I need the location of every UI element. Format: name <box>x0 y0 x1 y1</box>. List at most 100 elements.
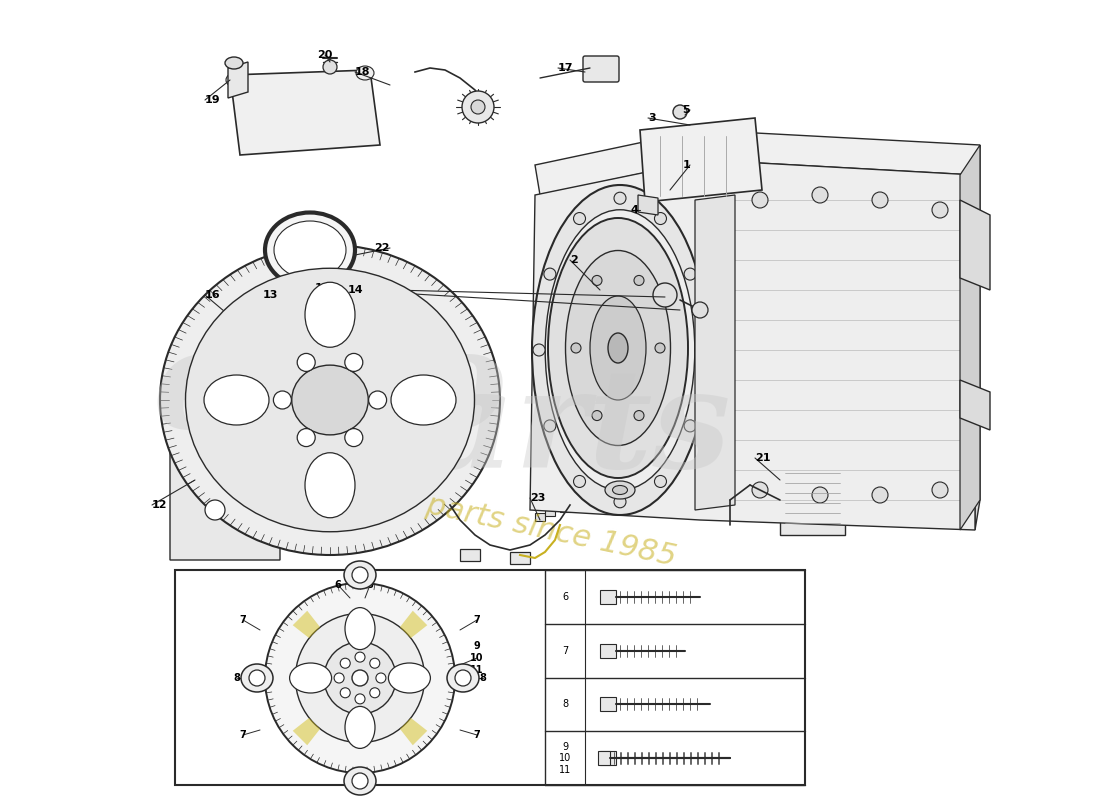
Circle shape <box>340 290 379 330</box>
Text: 7: 7 <box>562 646 568 656</box>
FancyBboxPatch shape <box>600 751 616 765</box>
Text: 9
10
11: 9 10 11 <box>471 642 484 674</box>
Circle shape <box>654 343 666 353</box>
Text: 4: 4 <box>630 205 638 215</box>
Text: 12: 12 <box>152 500 167 510</box>
Circle shape <box>573 475 585 487</box>
Text: 14: 14 <box>348 285 364 295</box>
Circle shape <box>355 652 365 662</box>
Text: 22: 22 <box>374 243 390 253</box>
Circle shape <box>340 688 350 698</box>
Text: 23: 23 <box>530 493 546 503</box>
FancyBboxPatch shape <box>510 552 530 564</box>
Text: parts: parts <box>329 363 732 497</box>
Ellipse shape <box>345 608 375 650</box>
Circle shape <box>534 344 544 356</box>
Polygon shape <box>960 380 990 430</box>
Text: 17: 17 <box>558 63 573 73</box>
Text: 6: 6 <box>366 580 373 590</box>
Circle shape <box>455 670 471 686</box>
Text: 8: 8 <box>233 673 241 683</box>
Circle shape <box>368 391 386 409</box>
Ellipse shape <box>345 706 375 749</box>
Polygon shape <box>975 145 980 530</box>
Ellipse shape <box>390 375 456 425</box>
Circle shape <box>462 91 494 123</box>
Text: 3: 3 <box>648 113 656 123</box>
Circle shape <box>654 213 667 225</box>
Circle shape <box>205 380 225 400</box>
Polygon shape <box>695 195 735 510</box>
Circle shape <box>654 475 667 487</box>
Circle shape <box>370 688 379 698</box>
Text: euro: euro <box>153 323 507 457</box>
Text: 19: 19 <box>205 95 221 105</box>
Circle shape <box>932 202 948 218</box>
Circle shape <box>348 298 372 322</box>
Ellipse shape <box>274 221 346 279</box>
Ellipse shape <box>344 561 376 589</box>
FancyBboxPatch shape <box>175 570 805 785</box>
Circle shape <box>352 670 368 686</box>
Circle shape <box>296 614 425 742</box>
Circle shape <box>812 487 828 503</box>
Ellipse shape <box>605 481 635 499</box>
FancyBboxPatch shape <box>600 698 616 711</box>
Text: 7: 7 <box>474 730 481 740</box>
Circle shape <box>932 482 948 498</box>
Polygon shape <box>228 62 248 98</box>
Circle shape <box>571 343 581 353</box>
Circle shape <box>471 100 485 114</box>
Circle shape <box>752 192 768 208</box>
Circle shape <box>297 429 316 446</box>
Ellipse shape <box>608 333 628 363</box>
Circle shape <box>634 410 643 421</box>
Circle shape <box>614 192 626 204</box>
Ellipse shape <box>447 664 478 692</box>
Ellipse shape <box>241 664 273 692</box>
FancyBboxPatch shape <box>460 549 480 561</box>
Ellipse shape <box>226 57 243 69</box>
Circle shape <box>344 354 363 371</box>
Polygon shape <box>638 195 658 215</box>
Text: 8: 8 <box>562 699 568 710</box>
Ellipse shape <box>613 486 627 494</box>
Text: 21: 21 <box>755 453 770 463</box>
Text: 7: 7 <box>240 615 246 625</box>
Circle shape <box>614 496 626 508</box>
FancyBboxPatch shape <box>245 85 361 141</box>
Ellipse shape <box>388 663 430 693</box>
Text: 7: 7 <box>240 730 246 740</box>
Circle shape <box>323 60 337 74</box>
Text: 2: 2 <box>570 255 578 265</box>
Text: 18: 18 <box>355 67 371 77</box>
FancyBboxPatch shape <box>535 513 544 521</box>
Circle shape <box>812 187 828 203</box>
Ellipse shape <box>289 663 331 693</box>
FancyBboxPatch shape <box>583 56 619 82</box>
Ellipse shape <box>292 365 368 435</box>
FancyBboxPatch shape <box>560 504 570 512</box>
Polygon shape <box>960 200 990 290</box>
Ellipse shape <box>356 66 374 80</box>
Circle shape <box>872 192 888 208</box>
Circle shape <box>653 283 676 307</box>
Ellipse shape <box>229 362 270 394</box>
Text: 13: 13 <box>263 290 278 300</box>
Circle shape <box>370 658 379 668</box>
Polygon shape <box>960 145 980 530</box>
Ellipse shape <box>305 282 355 347</box>
FancyBboxPatch shape <box>600 644 616 658</box>
Circle shape <box>673 105 688 119</box>
Ellipse shape <box>180 320 410 520</box>
Circle shape <box>355 694 365 704</box>
Circle shape <box>573 213 585 225</box>
FancyBboxPatch shape <box>780 465 845 535</box>
Ellipse shape <box>590 296 646 400</box>
Ellipse shape <box>226 73 244 87</box>
Polygon shape <box>640 118 762 202</box>
Circle shape <box>592 410 602 421</box>
Polygon shape <box>293 718 320 746</box>
Circle shape <box>205 500 225 520</box>
Circle shape <box>752 482 768 498</box>
